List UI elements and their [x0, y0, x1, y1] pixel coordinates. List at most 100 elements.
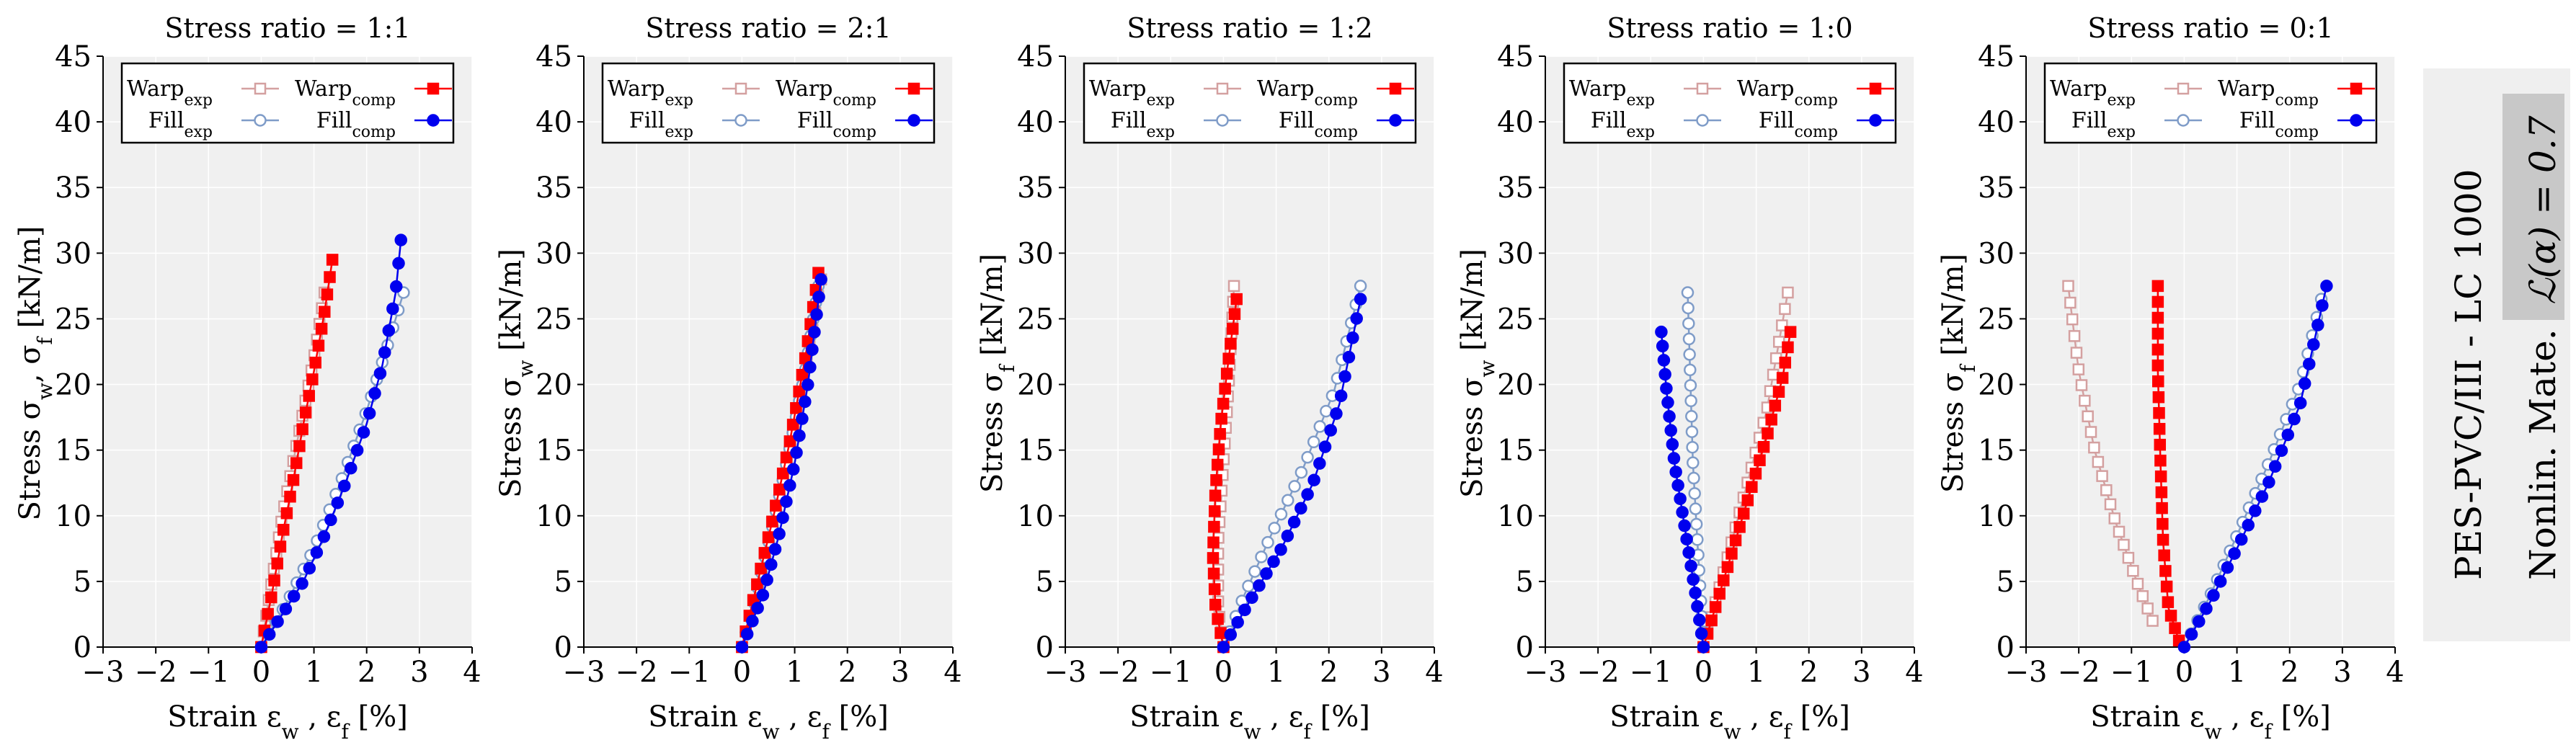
- data-point: [279, 602, 293, 615]
- data-point: [2281, 428, 2295, 442]
- y-tick-label: 10: [55, 500, 92, 533]
- series-warp-comp: [255, 254, 339, 654]
- legend-label: Warpcomp: [295, 76, 396, 110]
- data-point: [796, 412, 809, 425]
- data-point: [2108, 512, 2120, 525]
- y-tick-label: 5: [1036, 566, 1054, 599]
- data-point: [812, 290, 825, 303]
- data-point: [1267, 555, 1280, 569]
- data-point: [2234, 533, 2248, 546]
- data-point: [1693, 613, 1706, 627]
- data-point: [263, 628, 276, 641]
- y-tick-label: 10: [1978, 500, 2015, 533]
- data-point: [1301, 450, 1314, 464]
- data-point: [2156, 502, 2168, 514]
- data-point: [2092, 455, 2105, 468]
- y-tick-label: 20: [1497, 369, 1534, 402]
- x-tick-label: −1: [668, 656, 711, 689]
- data-point: [776, 467, 789, 480]
- x-tick-label: −2: [1097, 656, 1140, 689]
- y-tick-label: 15: [1497, 435, 1534, 468]
- data-point: [357, 426, 370, 439]
- data-point: [1663, 410, 1676, 423]
- y-tick-label: 0: [1036, 631, 1054, 664]
- data-point: [2316, 299, 2329, 312]
- data-point: [1674, 492, 1687, 505]
- x-axis-label: Strain εw , εf [%]: [1609, 700, 1850, 744]
- data-point: [312, 339, 325, 352]
- y-tick-label: 20: [55, 369, 92, 402]
- data-point: [735, 641, 749, 654]
- data-point: [1224, 628, 1238, 641]
- data-point: [338, 479, 351, 493]
- data-point: [2151, 359, 2164, 372]
- y-tick-label: 30: [55, 237, 92, 270]
- data-point: [1686, 440, 1699, 454]
- x-tick-label: 2: [357, 656, 376, 689]
- data-point: [780, 495, 793, 508]
- x-axis-label: Strain εw , εf [%]: [167, 700, 408, 744]
- legend-label: Warpexp: [1089, 76, 1175, 110]
- data-point: [2303, 357, 2316, 370]
- data-point: [783, 435, 796, 447]
- data-point: [804, 360, 817, 374]
- data-point: [1687, 456, 1700, 469]
- data-point: [2320, 280, 2333, 293]
- data-point: [2127, 565, 2139, 577]
- legend-box: [601, 62, 936, 144]
- data-point: [1227, 280, 1240, 293]
- data-point: [1705, 614, 1718, 627]
- data-point: [1684, 379, 1697, 392]
- data-point: [1211, 458, 1224, 471]
- data-point: [1689, 587, 1702, 600]
- y-tick-label: 35: [1978, 171, 2015, 205]
- x-tick-label: −3: [2005, 656, 2048, 689]
- data-point: [1680, 533, 1693, 545]
- data-point: [2131, 577, 2144, 590]
- data-point: [1226, 323, 1239, 335]
- data-point: [324, 271, 336, 283]
- legend-label: Fillexp: [148, 108, 213, 141]
- x-tick-label: 2: [1320, 656, 1338, 689]
- y-axis-label: Stress σf [kN/m]: [976, 254, 1019, 493]
- y-tick-label: 15: [1978, 435, 2015, 468]
- data-point: [1217, 398, 1230, 410]
- data-point: [1671, 478, 1684, 492]
- data-point: [814, 273, 827, 286]
- x-tick-label: 0: [733, 656, 751, 689]
- data-point: [2307, 338, 2320, 351]
- data-point: [1287, 515, 1301, 529]
- data-point: [1669, 465, 1682, 478]
- data-point: [2151, 311, 2164, 324]
- data-point: [2169, 622, 2181, 634]
- data-point: [1678, 519, 1691, 533]
- data-point: [368, 387, 381, 400]
- data-point: [386, 302, 399, 316]
- legend-marker: [427, 114, 440, 127]
- data-point: [1242, 579, 1255, 593]
- data-point: [1220, 367, 1233, 380]
- data-point: [2311, 318, 2324, 331]
- y-tick-label: 30: [536, 237, 572, 270]
- data-point: [773, 484, 786, 496]
- data-point: [287, 589, 301, 603]
- legend: Warpexp Warpcomp Fillexp Fillcomp: [601, 62, 936, 144]
- data-point: [2152, 391, 2165, 404]
- y-tick-label: 15: [1017, 435, 1054, 468]
- data-point: [1274, 543, 1287, 556]
- series-warp-comp: [1207, 293, 1243, 654]
- data-point: [271, 615, 284, 628]
- data-point: [1208, 505, 1221, 517]
- data-point: [2075, 379, 2088, 391]
- data-point: [806, 343, 819, 356]
- data-point: [1687, 471, 1700, 485]
- legend-marker: [2350, 114, 2363, 127]
- data-point: [1338, 370, 1351, 383]
- y-tick-label: 30: [1978, 237, 2015, 270]
- data-point: [776, 511, 789, 525]
- x-tick-label: 1: [1267, 656, 1285, 689]
- y-tick-label: 45: [1497, 40, 1534, 73]
- data-point: [2177, 641, 2191, 654]
